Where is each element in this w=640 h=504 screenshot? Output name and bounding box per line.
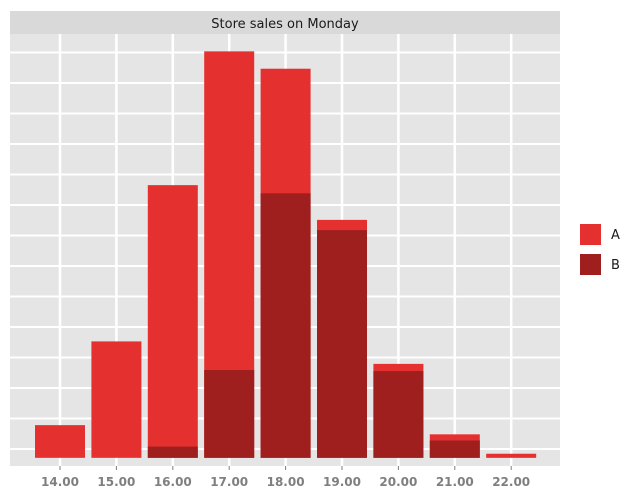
- bar-A-22.00: [486, 453, 537, 458]
- bar-B-20.00: [373, 371, 424, 458]
- title-strip: Store sales on Monday: [10, 11, 560, 34]
- legend: AB: [580, 224, 620, 275]
- x-tick-label: 15.00: [97, 475, 135, 489]
- legend-label-B: B: [611, 258, 620, 273]
- bar-B-21.00: [429, 440, 480, 458]
- x-tick-label: 18.00: [267, 475, 305, 489]
- bar-B-18.00: [260, 193, 311, 458]
- x-tick-label: 14.00: [41, 475, 79, 489]
- bar-A-16.00: [147, 185, 198, 458]
- x-tick-label: 20.00: [379, 475, 417, 489]
- legend-key-A: [580, 224, 601, 245]
- x-tick-label: 19.00: [323, 475, 361, 489]
- bar-B-17.00: [204, 370, 255, 458]
- legend-label-A: A: [611, 228, 620, 243]
- x-axis: 14.00 15.00 16.00 17.00 18.00 19.00 20.00 21.00…: [41, 466, 530, 489]
- x-tick-label: 17.00: [210, 475, 248, 489]
- title-strip-background: [10, 11, 560, 34]
- x-tick-label: 22.00: [492, 475, 530, 489]
- chart-title: Store sales on Monday: [211, 17, 359, 32]
- bar-B-16.00: [147, 446, 198, 458]
- bar-A-14.00: [35, 425, 85, 458]
- bar-B-19.00: [317, 230, 367, 458]
- x-tick-label: 21.00: [436, 475, 474, 489]
- legend-key-B: [580, 254, 601, 275]
- bars: [35, 51, 537, 458]
- bar-A-15.00: [91, 341, 142, 458]
- x-tick-label: 16.00: [154, 475, 192, 489]
